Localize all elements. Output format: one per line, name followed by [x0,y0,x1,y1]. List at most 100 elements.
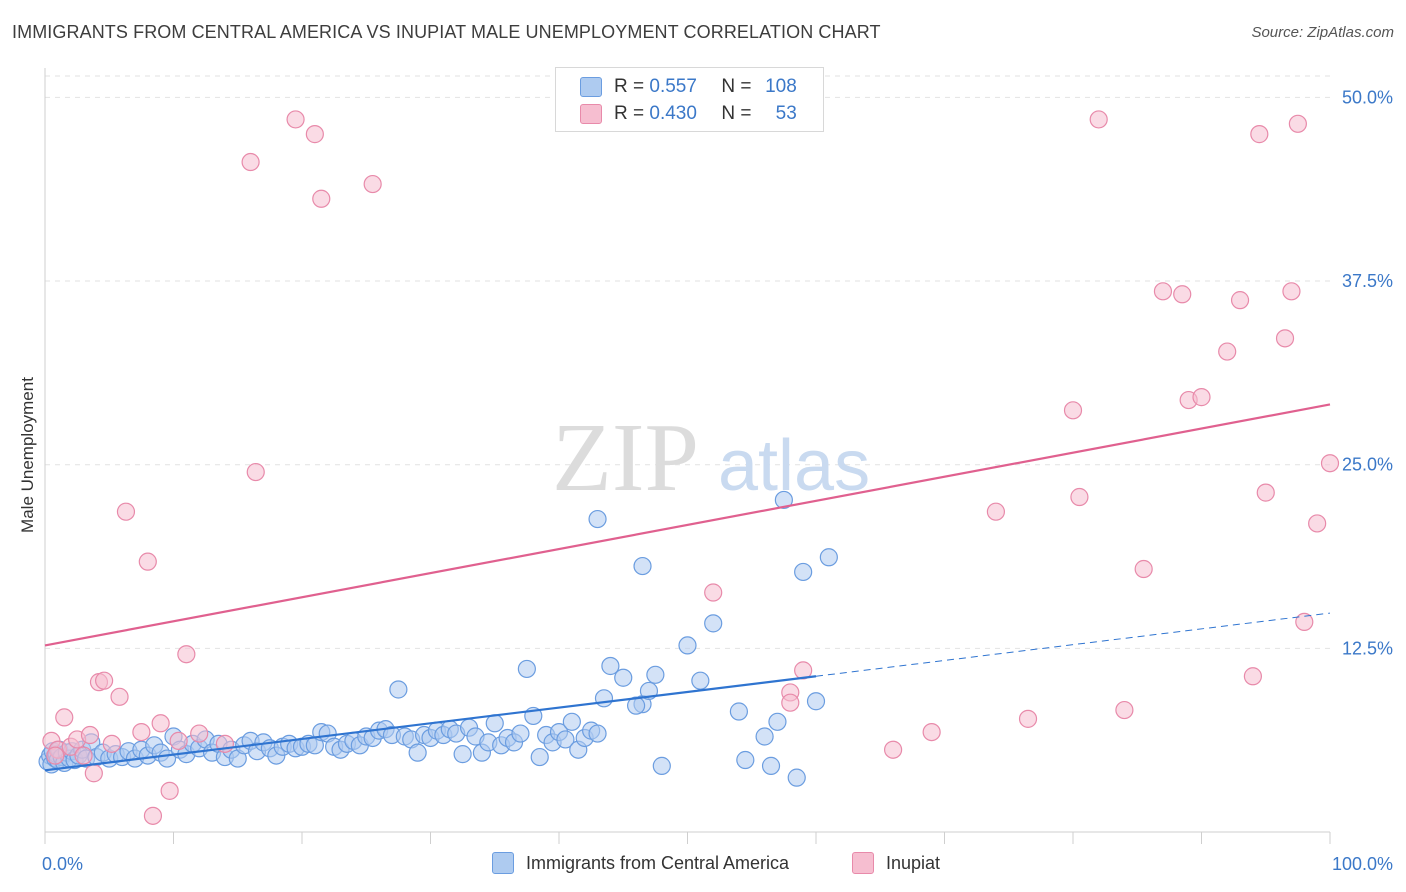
data-point [1250,125,1269,144]
watermark: ZIP atlas [552,404,870,512]
legend-n-label: N = [721,76,752,97]
data-point [761,756,781,775]
data-point [177,645,196,664]
data-point [736,750,755,770]
data-point [169,731,188,751]
legend-n-label: N = [721,103,752,124]
data-point [1288,114,1307,133]
data-point [1063,401,1083,420]
data-point [678,636,697,655]
series-inupiat-points [42,110,1340,825]
data-point [1089,110,1108,129]
data-point [1320,454,1340,473]
data-point [774,490,793,510]
data-point [1308,514,1327,533]
trend-line-immigrants-extension [815,612,1331,677]
watermark-atlas: atlas [718,426,870,506]
trend-lines [44,403,1331,772]
y-axis-label: Male Unemployment [18,377,37,533]
legend-row-inupiat: R = 0.430 N = 53 [580,101,797,127]
stats-legend: R = 0.557 N = 108 R = 0.430 N = 53 [555,67,824,132]
data-point [594,689,614,708]
legend-swatch-pink [580,104,602,124]
data-point [517,659,536,679]
legend-r-value: 0.430 [649,103,697,124]
data-point [190,724,209,743]
data-point [160,781,179,800]
y-tick-label: 12.5% [1342,638,1393,658]
bottom-legend-swatch-pink [852,852,874,874]
data-point [562,712,581,731]
data-point [363,174,382,194]
data-point [1018,709,1038,728]
legend-swatch-blue [580,77,602,97]
y-tick-labels: 12.5% 25.0% 37.5% 50.0% [1342,87,1393,658]
data-point [819,548,838,567]
data-point [768,712,787,731]
data-point [1295,612,1314,632]
data-point [1243,667,1263,686]
data-point [755,727,774,746]
data-point [286,110,305,129]
data-point [1218,342,1237,361]
data-point [922,722,941,742]
data-point [110,687,129,706]
data-point [485,714,504,733]
data-point [588,724,607,743]
bottom-legend-swatch-blue [492,852,514,874]
data-point [143,806,163,825]
data-point [646,665,665,684]
data-point [1192,388,1211,407]
bottom-legend-label: Inupiat [886,852,941,873]
watermark-zip: ZIP [552,404,699,512]
data-point [704,583,723,602]
data-point [453,745,472,764]
legend-n-value: 53 [775,103,797,124]
source-credit: Source: ZipAtlas.com [1251,24,1394,41]
data-point [408,743,427,762]
data-point [1134,559,1153,579]
data-point [74,746,93,765]
data-point [1282,282,1301,301]
data-point [588,509,607,529]
data-point [530,747,549,767]
legend-r-label: R = [614,103,645,124]
bottom-legend-label: Immigrants from Central America [526,852,790,873]
data-point [1153,282,1173,301]
grid-lines [45,75,1330,649]
data-point [246,462,265,482]
data-point [729,702,749,721]
data-point [601,656,620,676]
data-point [55,708,74,727]
data-point [986,502,1006,521]
x-tick-label-max: 100.0% [1332,854,1393,874]
data-point [1230,291,1250,310]
y-tick-label: 25.0% [1342,455,1393,475]
chart-title: IMMIGRANTS FROM CENTRAL AMERICA VS INUPI… [12,22,881,42]
data-point [556,730,575,749]
data-point [151,714,170,733]
data-point [1256,483,1275,502]
legend-r-label: R = [614,76,645,97]
data-point [652,756,671,775]
bottom-legend-immigrants: Immigrants from Central America [492,852,789,874]
x-tick-label-min: 0.0% [42,854,83,874]
data-point [102,734,121,753]
trend-line-inupiat [44,403,1331,647]
data-point [46,746,65,765]
data-point [305,125,324,144]
data-point [781,693,800,712]
data-point [1070,487,1089,507]
data-point [1173,285,1192,304]
data-point [312,189,331,208]
data-point [241,152,260,172]
data-point [116,502,136,521]
data-point [691,671,710,690]
data-point [633,556,652,576]
legend-row-immigrants: R = 0.557 N = 108 [580,74,797,100]
data-point [794,562,813,582]
data-point [132,722,151,742]
y-tick-label: 37.5% [1342,271,1393,291]
data-point [883,740,903,759]
